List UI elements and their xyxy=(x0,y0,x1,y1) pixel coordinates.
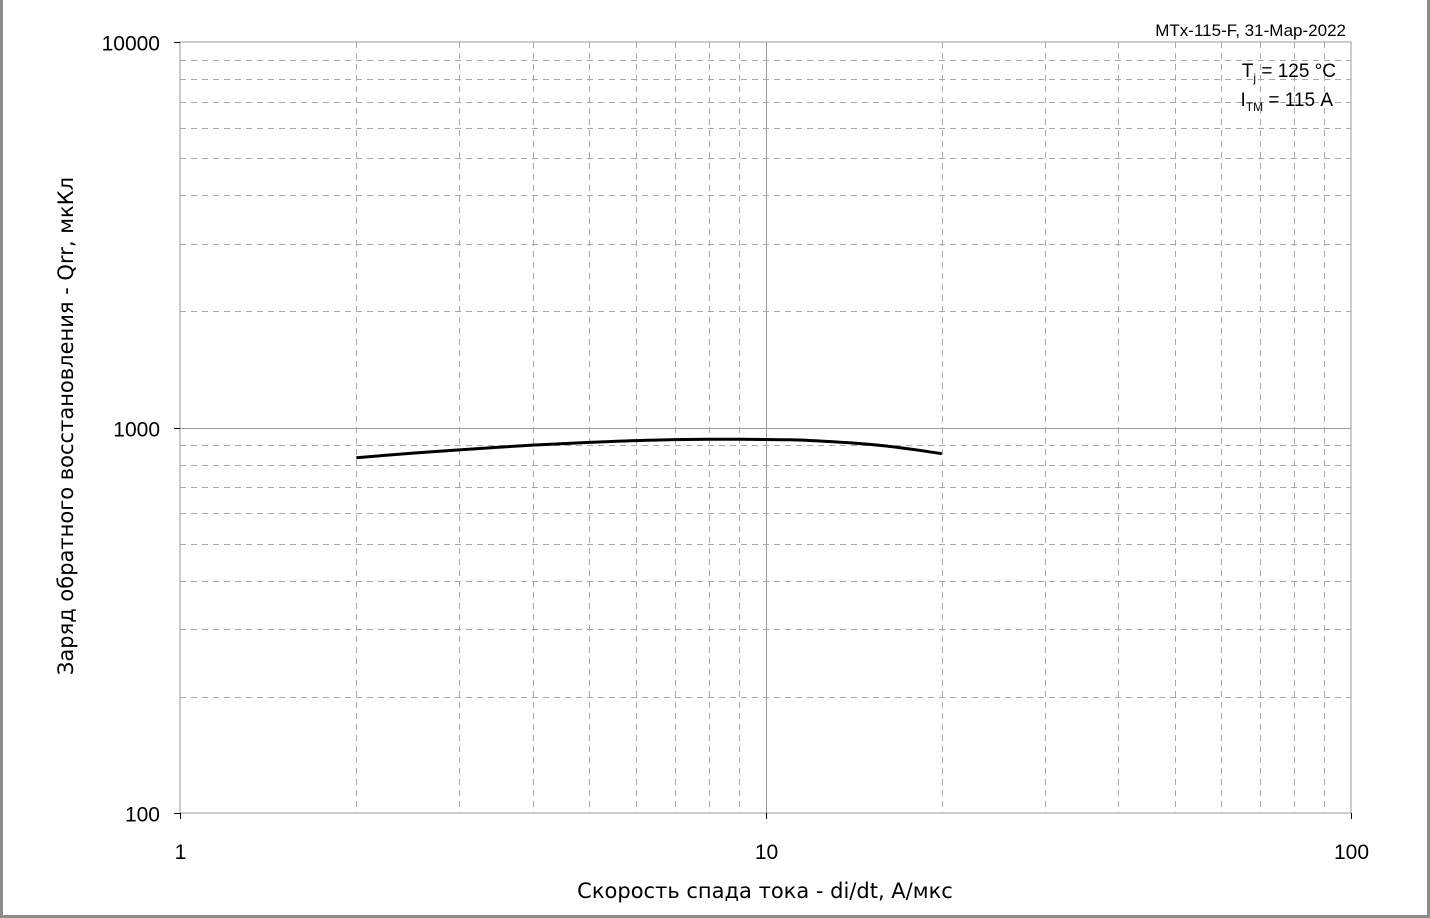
annotation-itm-rest: = 115 А xyxy=(1263,90,1333,111)
x-tick-label: 10 xyxy=(755,841,778,864)
y-axis-title: Заряд обратного восстановления - Qrr, мк… xyxy=(54,177,78,675)
annotation-itm-main: I xyxy=(1240,90,1245,111)
series-layer xyxy=(356,437,943,460)
y-tick-label: 100 xyxy=(125,804,160,827)
x-tick-label: 1 xyxy=(175,841,187,864)
y-tick-label: 1000 xyxy=(113,419,160,442)
series-line-0 xyxy=(356,437,943,460)
annotation-tj-sub: j xyxy=(1252,71,1256,85)
x-tick-label: 100 xyxy=(1334,841,1369,864)
annotation-tj-rest: = 125 °C xyxy=(1256,61,1336,82)
source-label: MTx-115-F, 31-Мар-2022 xyxy=(1155,21,1346,40)
annotation-itm-sub: ТМ xyxy=(1246,100,1263,114)
y-tick-label: 10000 xyxy=(102,33,160,56)
chart-svg: 1 10 100 100 1000 10000 MTx-115-F, 31-Мар-202… xyxy=(54,21,1369,903)
annotation-tj-main: T xyxy=(1242,61,1254,82)
grid xyxy=(180,42,1351,813)
annotation-tj: Tj = 125 °C xyxy=(1242,61,1336,85)
x-axis-title: Скорость спада тока - di/dt, А/мкс xyxy=(577,879,953,903)
annotation-itm: IТМ = 115 А xyxy=(1240,90,1333,114)
plot-area xyxy=(179,41,1352,814)
tick-labels: 1 10 100 100 1000 10000 xyxy=(102,33,1369,865)
